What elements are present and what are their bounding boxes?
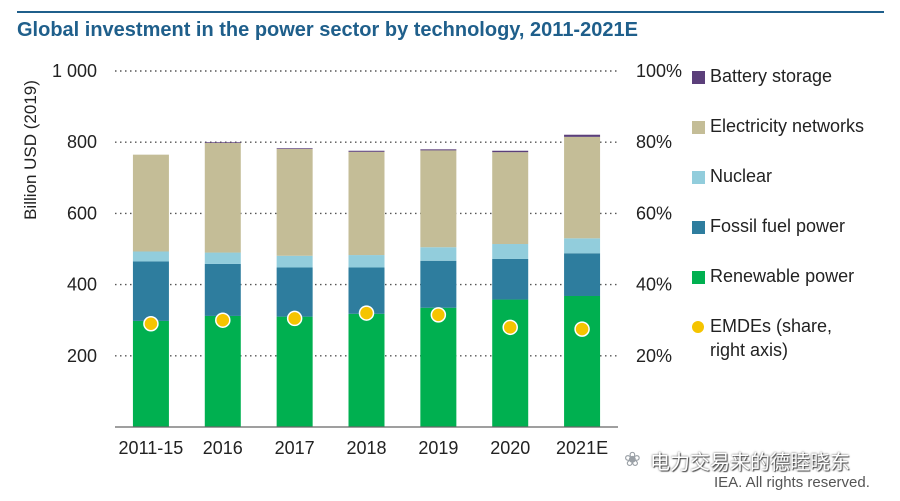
- y-tick-label: 800: [67, 132, 97, 152]
- y2-tick-label: 100%: [636, 61, 682, 81]
- bar-fossil-fuel-power-2020: [492, 258, 529, 300]
- bar-battery-storage-2016: [204, 142, 241, 143]
- y2-tick-label: 40%: [636, 275, 672, 295]
- renewable-power-swatch: [692, 271, 705, 284]
- bar-electricity-networks-2017: [276, 148, 313, 256]
- bar-electricity-networks-2018: [348, 151, 385, 256]
- x-tick-label: 2019: [418, 438, 458, 458]
- chart-title: Global investment in the power sector by…: [17, 19, 638, 41]
- x-tick-label: 2020: [490, 438, 530, 458]
- nuclear-swatch: [692, 171, 705, 184]
- bar-fossil-fuel-power-2017: [276, 267, 313, 317]
- emde-marker-2018: [358, 305, 375, 321]
- legend-label: Electricity networks: [710, 116, 865, 136]
- fossil-fuel-power-swatch: [692, 221, 705, 234]
- y-tick-label: 1 000: [52, 61, 97, 81]
- y2-tick-label: 20%: [636, 346, 672, 366]
- bar-renewable-power-2019: [420, 307, 457, 427]
- bar-nuclear-2018: [348, 255, 385, 268]
- y2-tick-label: 80%: [636, 132, 672, 152]
- bar-fossil-fuel-power-2011-15: [132, 261, 169, 321]
- emde-marker-2020: [502, 319, 518, 336]
- legend-label: Fossil fuel power: [710, 216, 846, 236]
- legend: Battery storage Electricity networks Nuc…: [688, 64, 893, 364]
- bar-battery-storage-2017: [276, 148, 313, 149]
- legend-label: Renewable power: [710, 266, 855, 286]
- watermark-icon: ❀: [624, 449, 641, 471]
- legend-item-electricity-networks: Electricity networks: [688, 114, 893, 164]
- bar-renewable-power-2021E: [564, 295, 601, 427]
- legend-item-battery-storage: Battery storage: [688, 64, 893, 114]
- bar-nuclear-2017: [276, 255, 313, 268]
- y-tick-label: 600: [67, 203, 97, 223]
- x-tick-label: 2018: [346, 438, 386, 458]
- bar-electricity-networks-2016: [204, 142, 241, 253]
- bar-nuclear-2011-15: [132, 251, 169, 262]
- emde-marker-2011-15: [143, 316, 159, 332]
- emde-marker-2017: [286, 310, 303, 327]
- y2-tick-label: 60%: [636, 203, 672, 223]
- legend-item-emdes: EMDEs (share, right axis): [688, 314, 893, 364]
- battery-storage-swatch: [692, 71, 705, 84]
- bar-renewable-power-2018: [348, 313, 385, 427]
- watermark-text: 电力交易来的德睦晓东: [650, 452, 850, 474]
- bar-electricity-networks-2021E: [564, 136, 601, 239]
- bar-electricity-networks-2020: [492, 152, 529, 245]
- emde-marker-2019: [430, 307, 447, 323]
- x-tick-label: 2021E: [556, 438, 608, 458]
- top-rule: [17, 11, 884, 13]
- axes: 200 400 600 800 1 000 20% 40% 60% 80% 100% 2011-15…: [52, 61, 682, 458]
- bar-renewable-power-2016: [204, 315, 241, 427]
- bar-renewable-power-2017: [276, 316, 313, 427]
- bar-battery-storage-2021E: [564, 134, 601, 137]
- bar-renewable-power-2011-15: [132, 320, 169, 427]
- legend-item-renewable-power: Renewable power: [688, 264, 893, 314]
- legend-label: Nuclear: [710, 166, 773, 186]
- bar-nuclear-2020: [492, 244, 529, 259]
- bar-renewable-power-2020: [492, 299, 529, 427]
- x-tick-label: 2016: [203, 438, 243, 458]
- bar-battery-storage-2018: [348, 150, 385, 152]
- bar-battery-storage-2019: [420, 149, 457, 151]
- bar-nuclear-2021E: [564, 238, 601, 254]
- bar-fossil-fuel-power-2019: [420, 260, 457, 308]
- legend-item-fossil-fuel-power: Fossil fuel power: [688, 214, 893, 264]
- y-tick-label: 200: [67, 346, 97, 366]
- emde-markers: [143, 305, 590, 337]
- source-note: IEA. All rights reserved.: [714, 474, 870, 491]
- bar-electricity-networks-2011-15: [132, 154, 169, 252]
- emde-marker-2021E: [574, 321, 590, 337]
- bar-nuclear-2016: [204, 252, 241, 264]
- x-tick-label: 2017: [275, 438, 315, 458]
- bar-fossil-fuel-power-2016: [204, 263, 241, 316]
- emdes-marker-swatch: [692, 321, 704, 333]
- y-axis-label: Billion USD (2019): [21, 80, 40, 220]
- electricity-networks-swatch: [692, 121, 705, 134]
- x-tick-label: 2011-15: [119, 438, 184, 458]
- legend-label: Battery storage: [710, 66, 833, 86]
- legend-label: EMDEs (share, right axis): [710, 316, 833, 360]
- legend-item-nuclear: Nuclear: [688, 164, 893, 214]
- emde-marker-2016: [215, 312, 231, 328]
- bar-battery-storage-2020: [492, 150, 529, 153]
- bar-electricity-networks-2019: [420, 150, 457, 248]
- bar-fossil-fuel-power-2021E: [564, 253, 601, 296]
- bars: [132, 134, 601, 427]
- y-tick-label: 400: [67, 275, 97, 295]
- bar-nuclear-2019: [420, 247, 457, 261]
